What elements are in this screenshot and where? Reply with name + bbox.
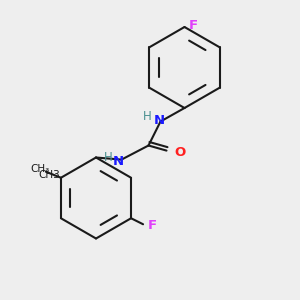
Text: H: H xyxy=(103,151,112,164)
Text: CH₃: CH₃ xyxy=(30,164,50,174)
Text: F: F xyxy=(189,19,198,32)
Text: H: H xyxy=(142,110,152,123)
Text: N: N xyxy=(153,113,165,127)
Text: N: N xyxy=(113,154,124,168)
Text: F: F xyxy=(148,219,157,232)
Text: O: O xyxy=(174,146,185,159)
Text: CH3: CH3 xyxy=(38,170,60,180)
